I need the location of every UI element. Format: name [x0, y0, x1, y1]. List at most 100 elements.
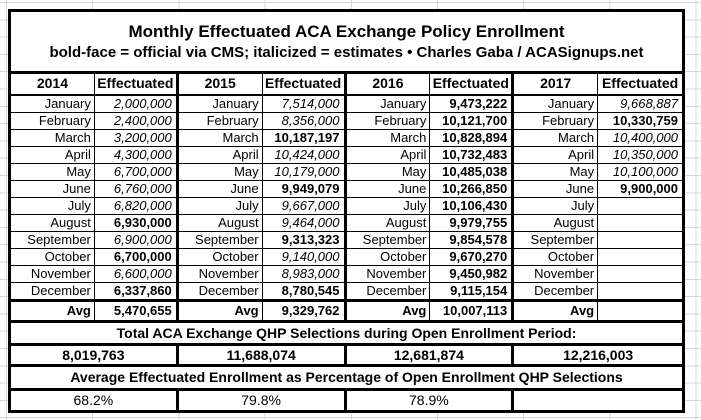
month-label-cell[interactable]: October — [346, 249, 431, 266]
value-cell[interactable]: 10,828,894 — [430, 130, 515, 147]
value-cell[interactable]: 8,983,000 — [262, 266, 347, 283]
value-cell[interactable]: 6,900,000 — [94, 232, 179, 249]
month-label-cell[interactable]: January — [178, 96, 263, 113]
month-label-cell[interactable]: March — [346, 130, 431, 147]
value-cell[interactable]: 6,700,000 — [94, 164, 179, 181]
month-label-cell[interactable]: September — [11, 232, 95, 249]
percentage-value-cell[interactable]: 78.9% — [347, 391, 515, 410]
value-cell[interactable]: 8,356,000 — [262, 113, 347, 130]
value-cell[interactable] — [598, 215, 682, 232]
value-cell[interactable]: 10,400,000 — [598, 130, 682, 147]
month-label-cell[interactable]: April — [514, 147, 599, 164]
avg-value-cell[interactable]: 10,007,113 — [430, 300, 515, 320]
month-label-cell[interactable]: January — [11, 96, 95, 113]
total-value-cell[interactable]: 11,688,074 — [179, 346, 347, 364]
value-cell[interactable]: 10,330,759 — [598, 113, 682, 130]
value-cell[interactable]: 9,668,887 — [598, 96, 682, 113]
avg-value-cell[interactable]: 5,470,655 — [94, 300, 179, 320]
month-label-cell[interactable]: September — [514, 232, 599, 249]
month-label-cell[interactable]: May — [514, 164, 599, 181]
month-label-cell[interactable]: September — [346, 232, 431, 249]
value-cell[interactable] — [598, 283, 682, 300]
month-label-cell[interactable]: December — [514, 283, 599, 300]
value-cell[interactable]: 6,700,000 — [94, 249, 179, 266]
value-cell[interactable]: 8,780,545 — [262, 283, 347, 300]
value-cell[interactable] — [598, 249, 682, 266]
value-cell[interactable]: 6,930,000 — [94, 215, 179, 232]
month-label-cell[interactable]: January — [514, 96, 599, 113]
month-label-cell[interactable]: August — [514, 215, 599, 232]
month-label-cell[interactable]: February — [11, 113, 95, 130]
month-label-cell[interactable]: September — [178, 232, 263, 249]
month-label-cell[interactable]: March — [178, 130, 263, 147]
value-cell[interactable]: 9,464,000 — [262, 215, 347, 232]
avg-label-cell[interactable]: Avg — [11, 300, 95, 320]
month-label-cell[interactable]: July — [11, 198, 95, 215]
year-header-cell[interactable]: 2017 — [514, 74, 599, 96]
percentage-value-cell[interactable]: 79.8% — [179, 391, 347, 410]
month-label-cell[interactable]: July — [514, 198, 599, 215]
value-cell[interactable]: 4,300,000 — [94, 147, 179, 164]
month-label-cell[interactable]: November — [11, 266, 95, 283]
month-label-cell[interactable]: February — [346, 113, 431, 130]
avg-label-cell[interactable]: Avg — [346, 300, 431, 320]
value-cell[interactable]: 6,337,860 — [94, 283, 179, 300]
month-label-cell[interactable]: December — [11, 283, 95, 300]
avg-label-cell[interactable]: Avg — [514, 300, 599, 320]
month-label-cell[interactable]: July — [346, 198, 431, 215]
value-cell[interactable]: 10,121,700 — [430, 113, 515, 130]
month-label-cell[interactable]: April — [11, 147, 95, 164]
value-cell[interactable]: 7,514,000 — [262, 96, 347, 113]
value-cell[interactable]: 9,313,323 — [262, 232, 347, 249]
value-cell[interactable]: 9,670,270 — [430, 249, 515, 266]
value-cell[interactable]: 6,760,000 — [94, 181, 179, 198]
value-cell[interactable]: 10,187,197 — [262, 130, 347, 147]
total-value-cell[interactable]: 12,216,003 — [563, 347, 634, 363]
value-cell[interactable]: 10,350,000 — [598, 147, 682, 164]
month-label-cell[interactable]: March — [11, 130, 95, 147]
avg-value-cell[interactable]: 9,329,762 — [262, 300, 347, 320]
effectuated-header-cell[interactable]: Effectuated — [94, 74, 179, 96]
month-label-cell[interactable]: May — [178, 164, 263, 181]
value-cell[interactable]: 9,854,578 — [430, 232, 515, 249]
value-cell[interactable]: 2,400,000 — [94, 113, 179, 130]
month-label-cell[interactable]: March — [514, 130, 599, 147]
month-label-cell[interactable]: January — [346, 96, 431, 113]
month-label-cell[interactable]: November — [178, 266, 263, 283]
value-cell[interactable] — [598, 198, 682, 215]
month-label-cell[interactable]: October — [11, 249, 95, 266]
month-label-cell[interactable]: August — [178, 215, 263, 232]
year-header-cell[interactable]: 2014 — [11, 74, 95, 96]
month-label-cell[interactable]: June — [346, 181, 431, 198]
month-label-cell[interactable]: February — [514, 113, 599, 130]
year-header-cell[interactable]: 2015 — [178, 74, 263, 96]
value-cell[interactable]: 10,100,000 — [598, 164, 682, 181]
month-label-cell[interactable]: June — [11, 181, 95, 198]
month-label-cell[interactable]: August — [11, 215, 95, 232]
month-label-cell[interactable]: February — [178, 113, 263, 130]
percentage-value-cell[interactable]: 68.2% — [11, 391, 179, 410]
month-label-cell[interactable]: May — [11, 164, 95, 181]
month-label-cell[interactable]: April — [346, 147, 431, 164]
value-cell[interactable]: 2,000,000 — [94, 96, 179, 113]
month-label-cell[interactable]: November — [346, 266, 431, 283]
effectuated-header-cell[interactable]: Effectuated — [430, 74, 515, 96]
effectuated-header-cell[interactable]: Effectuated — [262, 74, 347, 96]
value-cell[interactable]: 9,900,000 — [598, 181, 682, 198]
value-cell[interactable]: 6,600,000 — [94, 266, 179, 283]
month-label-cell[interactable]: May — [346, 164, 431, 181]
month-label-cell[interactable]: June — [178, 181, 263, 198]
percentage-value-cell[interactable] — [514, 391, 682, 410]
value-cell[interactable]: 3,200,000 — [94, 130, 179, 147]
value-cell[interactable]: 6,820,000 — [94, 198, 179, 215]
value-cell[interactable]: 9,115,154 — [430, 283, 515, 300]
value-cell[interactable]: 9,140,000 — [262, 249, 347, 266]
value-cell[interactable]: 9,949,079 — [262, 181, 347, 198]
month-label-cell[interactable]: October — [514, 249, 599, 266]
value-cell[interactable]: 9,473,222 — [430, 96, 515, 113]
month-label-cell[interactable]: December — [346, 283, 431, 300]
value-cell[interactable]: 10,266,850 — [430, 181, 515, 198]
value-cell[interactable] — [598, 232, 682, 249]
value-cell[interactable]: 10,179,000 — [262, 164, 347, 181]
year-header-cell[interactable]: 2016 — [346, 74, 431, 96]
